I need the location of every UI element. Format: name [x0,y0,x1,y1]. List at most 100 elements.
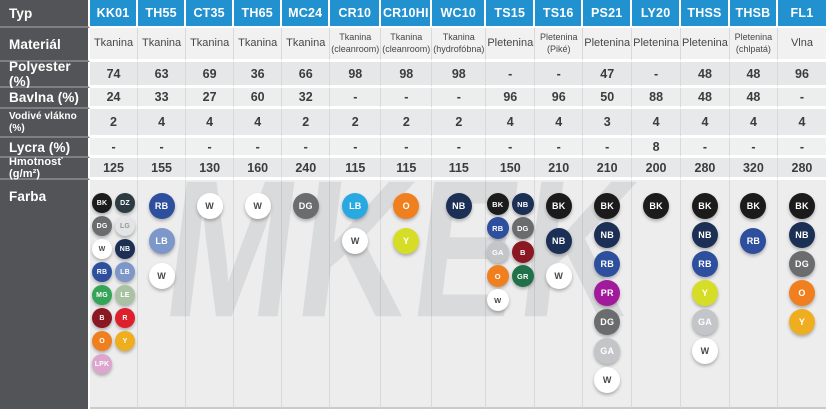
color-options-ct35: W [186,180,235,409]
cell-material-wc10: Tkanina (hydrofóbna) [432,28,487,62]
cell-lycra-mc24: - [282,138,331,158]
cell-conductive-wc10: 2 [432,109,487,138]
swatch-column: BK NB W [545,193,572,289]
cell-conductive-ly20: 4 [632,109,682,138]
cell-lycra-wc10: - [432,138,487,158]
swatch-w-dot: W [545,263,572,289]
swatch-column: BK [643,193,670,219]
swatch-column: DZ LG NB LB LE R Y [115,193,136,351]
cell-cotton-ly20: 88 [632,88,682,109]
cell-polyester-mc24: 66 [282,62,331,88]
cell-weight-ts16: 210 [535,158,584,180]
cell-material-fl1: Vlna [777,28,826,62]
swatch-column: DG [292,193,319,219]
swatch-rb-dot: RB [148,193,175,219]
swatch-b-dot: B [92,308,113,328]
cell-cotton-ct35: 27 [186,88,235,109]
cell-weight-th65: 160 [234,158,283,180]
cell-lycra-ts15: - [486,138,536,158]
cell-weight-th55: 155 [138,158,187,180]
swatch-lg-dot: LG [115,216,136,236]
column-header-ps21: PS21 [583,0,633,28]
cell-lycra-cr10hi: - [381,138,433,158]
cell-conductive-thss: 4 [681,109,730,138]
cell-polyester-ts16: - [535,62,584,88]
column-header-ts16: TS16 [535,0,584,28]
cell-conductive-th65: 4 [234,109,283,138]
cell-lycra-th65: - [234,138,283,158]
swatch-rb-dot: RB [486,217,509,239]
swatch-y-dot: Y [393,228,420,254]
cell-polyester-ly20: - [632,62,682,88]
cell-material-mc24: Tkanina [282,28,331,62]
swatch-rb-dot: RB [92,262,113,282]
cell-material-thsb: Pletenina (chlpatá) [729,28,778,62]
cell-polyester-ct35: 69 [186,62,235,88]
swatch-o-dot: O [788,280,815,306]
swatch-rb-dot: RB [594,251,621,277]
swatch-bk-dot: BK [643,193,670,219]
row-label-typ: Typ [0,0,90,28]
column-header-thss: THSS [681,0,730,28]
swatch-dz-dot: DZ [115,193,136,213]
swatch-lb-dot: LB [148,228,175,254]
cell-material-th55: Tkanina [138,28,187,62]
column-header-thsb: THSB [729,0,778,28]
cell-lycra-ps21: - [583,138,633,158]
cell-conductive-ts15: 4 [486,109,536,138]
cell-polyester-wc10: 98 [432,62,487,88]
cell-polyester-ts15: - [486,62,536,88]
cell-cotton-thss: 48 [681,88,730,109]
swatch-column: W [196,193,223,219]
swatch-nb-dot: NB [115,239,136,259]
cell-weight-kk01: 125 [90,158,139,180]
swatch-w-dot: W [92,239,113,259]
swatch-ga-dot: GA [691,309,718,335]
cell-cotton-th65: 60 [234,88,283,109]
column-header-th55: TH55 [138,0,187,28]
column-header-th65: TH65 [234,0,283,28]
cell-lycra-th55: - [138,138,187,158]
column-header-mc24: MC24 [282,0,331,28]
color-options-ly20: BK [632,180,682,409]
color-options-thss: BK NB RB Y GA W [681,180,730,409]
cell-lycra-fl1: - [777,138,826,158]
color-options-wc10: NB [432,180,487,409]
swatch-pr-dot: PR [594,280,621,306]
swatch-w-dot: W [148,263,175,289]
cell-conductive-kk01: 2 [90,109,139,138]
swatch-rb-dot: RB [691,251,718,277]
cell-cotton-fl1: - [777,88,826,109]
swatch-w-dot: W [594,367,621,393]
cell-material-th65: Tkanina [234,28,283,62]
cell-conductive-mc24: 2 [282,109,331,138]
cell-material-ts15: Pletenina [486,28,536,62]
swatch-column: BK DG W RB MG B O LPK [92,193,113,374]
swatch-mg-dot: MG [92,285,113,305]
cell-weight-thss: 280 [681,158,730,180]
cell-conductive-ps21: 3 [583,109,633,138]
cell-cotton-wc10: - [432,88,487,109]
swatch-column: RB LB W [148,193,175,289]
cell-polyester-fl1: 96 [777,62,826,88]
cell-conductive-cr10hi: 2 [381,109,433,138]
cell-cotton-cr10hi: - [381,88,433,109]
swatch-nb-dot: NB [594,222,621,248]
cell-weight-mc24: 240 [282,158,331,180]
cell-polyester-th55: 63 [138,62,187,88]
cell-lycra-ly20: 8 [632,138,682,158]
swatch-lb-dot: LB [342,193,369,219]
swatch-nb-dot: NB [691,222,718,248]
color-options-fl1: BK NB DG O Y [777,180,826,409]
swatch-column: LB W [342,193,369,254]
cell-polyester-kk01: 74 [90,62,139,88]
cell-weight-fl1: 280 [777,158,826,180]
cell-lycra-ct35: - [186,138,235,158]
cell-conductive-th55: 4 [138,109,187,138]
swatch-w-dot: W [691,338,718,364]
cell-polyester-thss: 48 [681,62,730,88]
cell-conductive-cr10: 2 [330,109,382,138]
swatch-w-dot: W [486,289,509,311]
